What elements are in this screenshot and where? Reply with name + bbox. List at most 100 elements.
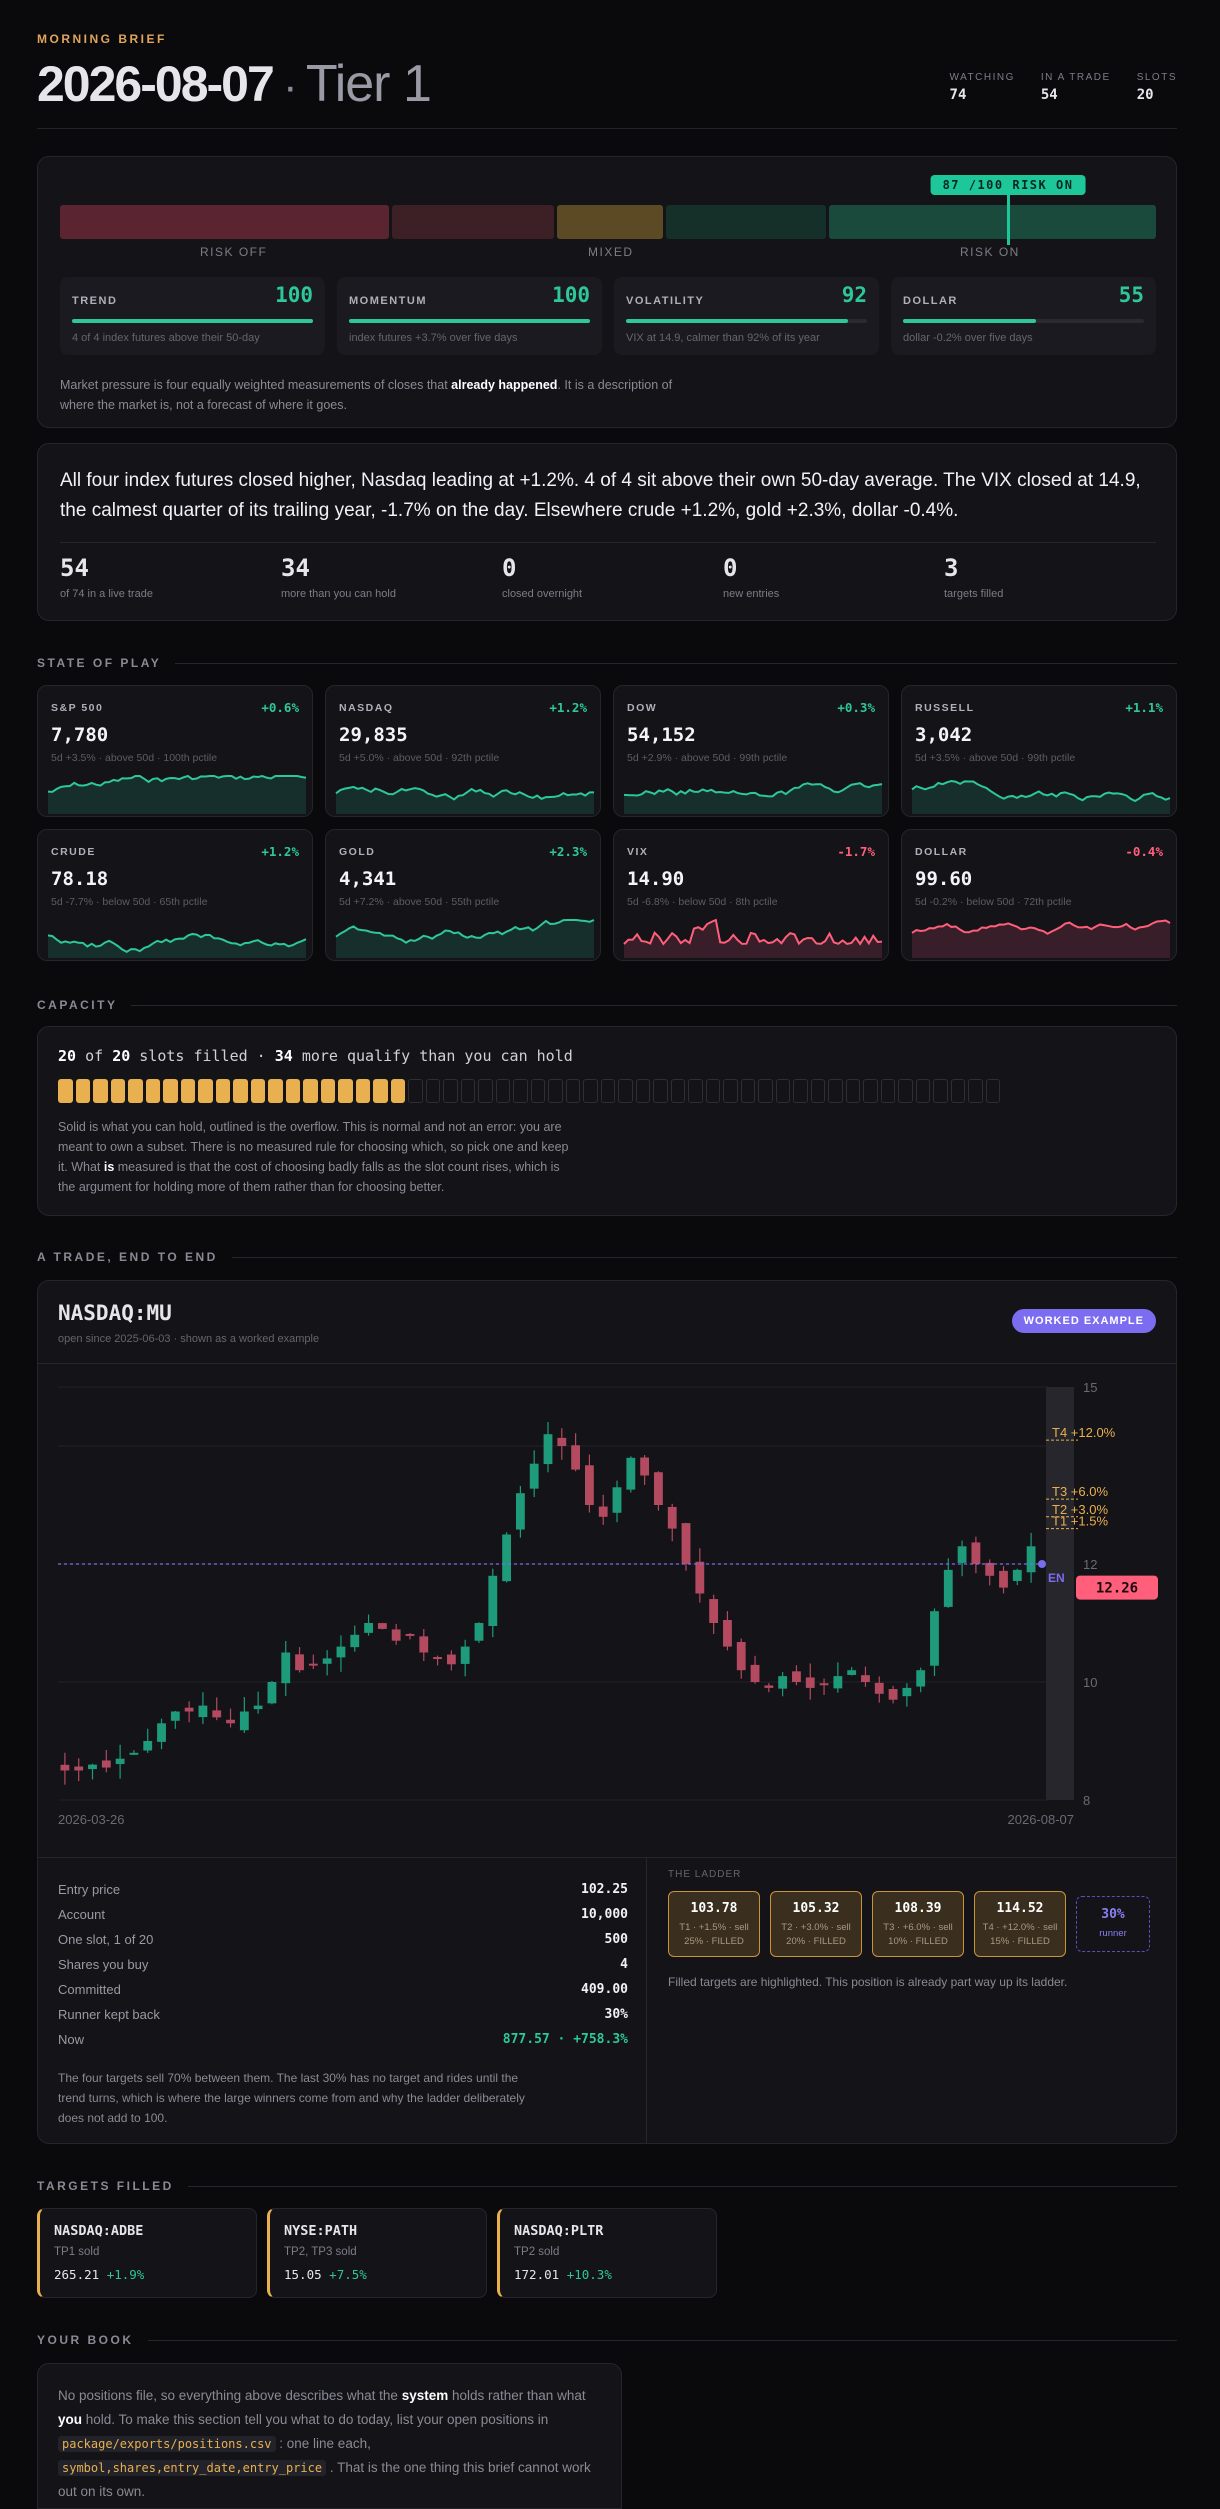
row-value: 500 xyxy=(604,1932,628,1947)
candle-body xyxy=(764,1685,774,1688)
row-label: Now xyxy=(58,2032,85,2047)
candle-body xyxy=(640,1457,650,1476)
slot-filled xyxy=(145,1079,160,1103)
candle-body xyxy=(226,1719,235,1724)
slot-filled xyxy=(75,1079,90,1103)
slot-filled xyxy=(233,1079,248,1103)
trade-note: The four targets sell 70% between them. … xyxy=(58,2071,525,2125)
entry-dot xyxy=(1038,1560,1046,1568)
market-tile: CRUDE +1.2% 78.18 5d -7.7% · below 50d ·… xyxy=(37,829,313,961)
tile-price: 14.90 xyxy=(627,868,685,890)
ladder-step: 114.52 T4 · +12.0% · sell 15% · FILLED xyxy=(974,1891,1066,1957)
candle-body xyxy=(778,1676,788,1689)
target-label: T4 +12.0% xyxy=(1052,1425,1116,1440)
tile-sparkline xyxy=(335,919,595,958)
x-tick-start: 2026-03-26 xyxy=(58,1812,125,1827)
risk-gauge-card: 87 /100 RISK ON RISK OFF MIXED RISK ON T… xyxy=(37,156,1177,428)
market-tiles: S&P 500 +0.6% 7,780 5d +3.5% · above 50d… xyxy=(37,685,1177,961)
title-sep: · xyxy=(272,62,306,111)
candle-body xyxy=(943,1569,953,1607)
slot-filled xyxy=(58,1079,73,1103)
row-value: 30% xyxy=(604,2007,628,2022)
candle-body xyxy=(667,1506,677,1529)
last-price-tag xyxy=(1076,1575,1158,1600)
slot-filled xyxy=(355,1079,370,1103)
slot-overflow xyxy=(548,1079,563,1103)
tile-change: -0.4% xyxy=(1125,844,1163,859)
candle-body xyxy=(612,1487,622,1513)
stat-watching: WATCHING 74 xyxy=(949,72,1015,103)
slot-filled xyxy=(128,1079,143,1103)
candle-body xyxy=(405,1633,415,1636)
candle-body xyxy=(736,1642,746,1671)
candle-body xyxy=(377,1623,387,1629)
ladder-title: THE LADDER xyxy=(668,1869,742,1880)
tile-sparkline xyxy=(911,919,1171,958)
candle-body xyxy=(446,1654,456,1665)
candle-body xyxy=(433,1657,442,1660)
tile-name: S&P 500 xyxy=(51,702,104,714)
candle-body xyxy=(157,1723,166,1742)
tile-sub: 5d +7.2% · above 50d · 55th pctile xyxy=(339,896,500,908)
candle-body xyxy=(709,1599,719,1623)
y-tick-label: 15 xyxy=(1083,1380,1097,1395)
section-capacity: CAPACITY xyxy=(37,998,1177,1012)
candle-body xyxy=(957,1546,967,1563)
candle-body xyxy=(723,1619,732,1647)
trade-card: NASDAQ:MU open since 2025-06-03 · shown … xyxy=(37,1280,1177,2144)
candle-body xyxy=(322,1658,332,1664)
candle-body xyxy=(985,1562,995,1576)
filled-symbol: NASDAQ:ADBE xyxy=(54,2223,144,2239)
candle-body xyxy=(571,1445,581,1470)
tile-name: VIX xyxy=(627,846,649,858)
trade-chart: 15 12 10 8 2026-03-26 2026-08-07 EN T4 +12.0% T3… xyxy=(58,1380,1158,1827)
ladder: 103.78 T1 · +1.5% · sell 25% · FILLED 105.3… xyxy=(668,1891,1150,1957)
ladder-step: 108.39 T3 · +6.0% · sell 10% · FILLED xyxy=(872,1891,964,1957)
row-value: 409.00 xyxy=(581,1982,628,1997)
section-state-of-play: STATE OF PLAY xyxy=(37,656,1177,670)
sparkline-area xyxy=(336,786,594,814)
candle-body xyxy=(419,1636,429,1653)
filled-symbol: NYSE:PATH xyxy=(284,2223,358,2239)
slot-overflow xyxy=(530,1079,545,1103)
candle-body xyxy=(930,1611,939,1666)
trade-row: Account 10,000 xyxy=(58,1902,628,1927)
slot-filled xyxy=(93,1079,108,1103)
tile-sub: 5d +2.9% · above 50d · 99th pctile xyxy=(627,752,788,764)
filled-card: NYSE:PATH TP2, TP3 sold 15.05 +7.5% xyxy=(267,2208,487,2298)
slot-filled xyxy=(285,1079,300,1103)
slot-overflow xyxy=(600,1079,615,1103)
sparkline-area xyxy=(48,776,306,814)
row-value: 102.25 xyxy=(581,1882,628,1897)
slot-overflow xyxy=(565,1079,580,1103)
metric-volatility: VOLATILITY 92 VIX at 14.9, calmer than 9… xyxy=(614,277,879,355)
slot-overflow xyxy=(653,1079,668,1103)
tile-price: 4,341 xyxy=(339,868,397,890)
summary-card: All four index futures closed higher, Na… xyxy=(37,443,1177,621)
page-title: 2026-08-07 · Tier 1 xyxy=(37,54,1177,114)
ladder-runner: 30% runner xyxy=(1076,1896,1150,1952)
filled-change: +10.3% xyxy=(566,2267,612,2282)
filled-card: NASDAQ:ADBE TP1 sold 265.21 +1.9% xyxy=(37,2208,257,2298)
worked-example-badge: WORKED EXAMPLE xyxy=(1011,1309,1156,1333)
candle-body xyxy=(529,1463,539,1489)
slot-overflow xyxy=(898,1079,913,1103)
trade-row: Runner kept back 30% xyxy=(58,2002,628,2027)
sparkline-area xyxy=(912,780,1170,814)
ladder-step: 105.32 T2 · +3.0% · sell 20% · FILLED xyxy=(770,1891,862,1957)
risk-marker-line xyxy=(1007,195,1010,245)
slot-overflow xyxy=(688,1079,703,1103)
sparkline-area xyxy=(624,919,882,958)
tile-sub: 5d -7.7% · below 50d · 65th pctile xyxy=(51,896,208,908)
candle-body xyxy=(1012,1569,1022,1581)
entry-tag: EN xyxy=(1048,1571,1065,1585)
tile-sub: 5d -0.2% · below 50d · 72th pctile xyxy=(915,896,1072,908)
slot-filled xyxy=(250,1079,265,1103)
candle-body xyxy=(654,1472,663,1505)
candle-body xyxy=(391,1629,401,1641)
candle-body xyxy=(847,1670,857,1675)
tile-name: RUSSELL xyxy=(915,702,975,714)
candle-body xyxy=(198,1705,208,1718)
candle-body xyxy=(281,1652,291,1684)
capacity-headline: 20 of 20 slots filled · 34 more qualify … xyxy=(58,1047,573,1065)
